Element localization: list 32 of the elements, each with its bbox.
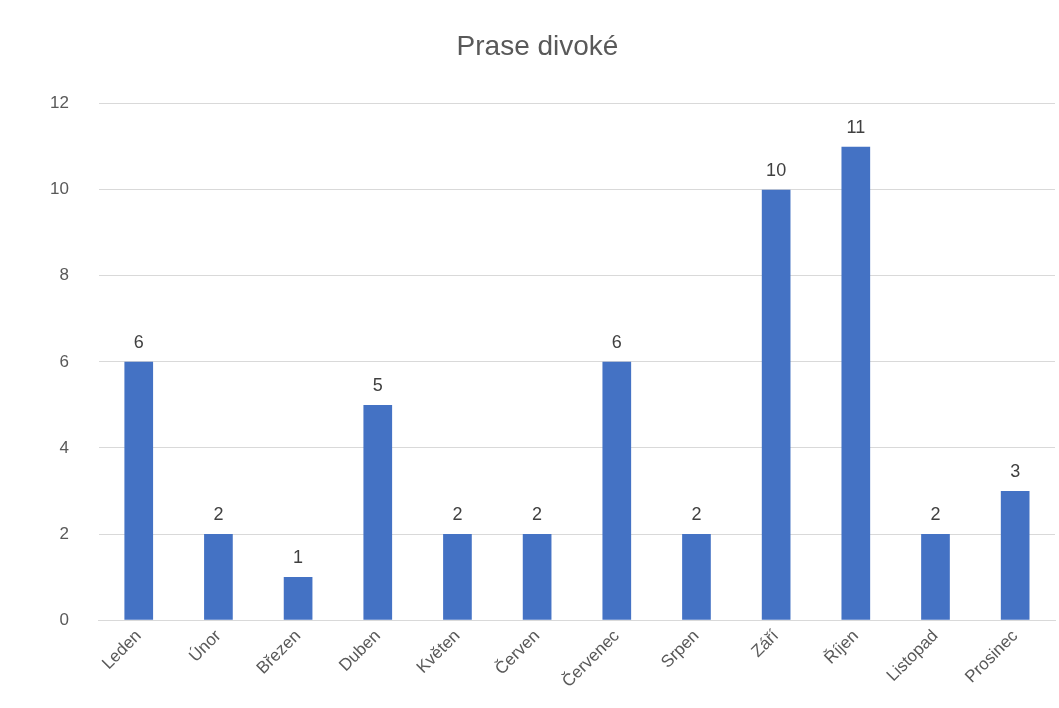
y-tick-label: 2 [59,523,69,543]
data-label: 5 [372,374,383,395]
y-tick-label: 12 [49,93,69,113]
bar [1000,491,1030,620]
chart-title: Prase divoké [456,29,619,61]
data-label: 2 [930,504,941,525]
bar [682,534,711,620]
bar [761,189,791,620]
data-label: 2 [532,504,543,525]
y-tick-label: 6 [59,351,69,371]
bar [443,534,472,620]
y-tick-label: 0 [59,609,69,629]
bar [124,361,154,620]
bar [204,534,233,620]
data-label: 1 [293,547,304,568]
bar [283,577,313,620]
y-tick-label: 4 [59,437,69,457]
data-label: 6 [133,331,144,352]
data-label: 2 [691,504,702,525]
data-label: 11 [846,116,866,137]
data-label: 10 [766,159,787,180]
y-tick-label: 10 [49,179,69,199]
bar [363,404,393,620]
bar [602,361,632,620]
bar [522,534,552,620]
y-tick-label: 8 [59,265,69,285]
data-label: 6 [611,331,622,352]
data-label: 2 [452,504,463,525]
data-label: 2 [213,504,224,525]
data-label: 3 [1010,460,1021,481]
bar [841,146,871,620]
bar [921,534,950,620]
